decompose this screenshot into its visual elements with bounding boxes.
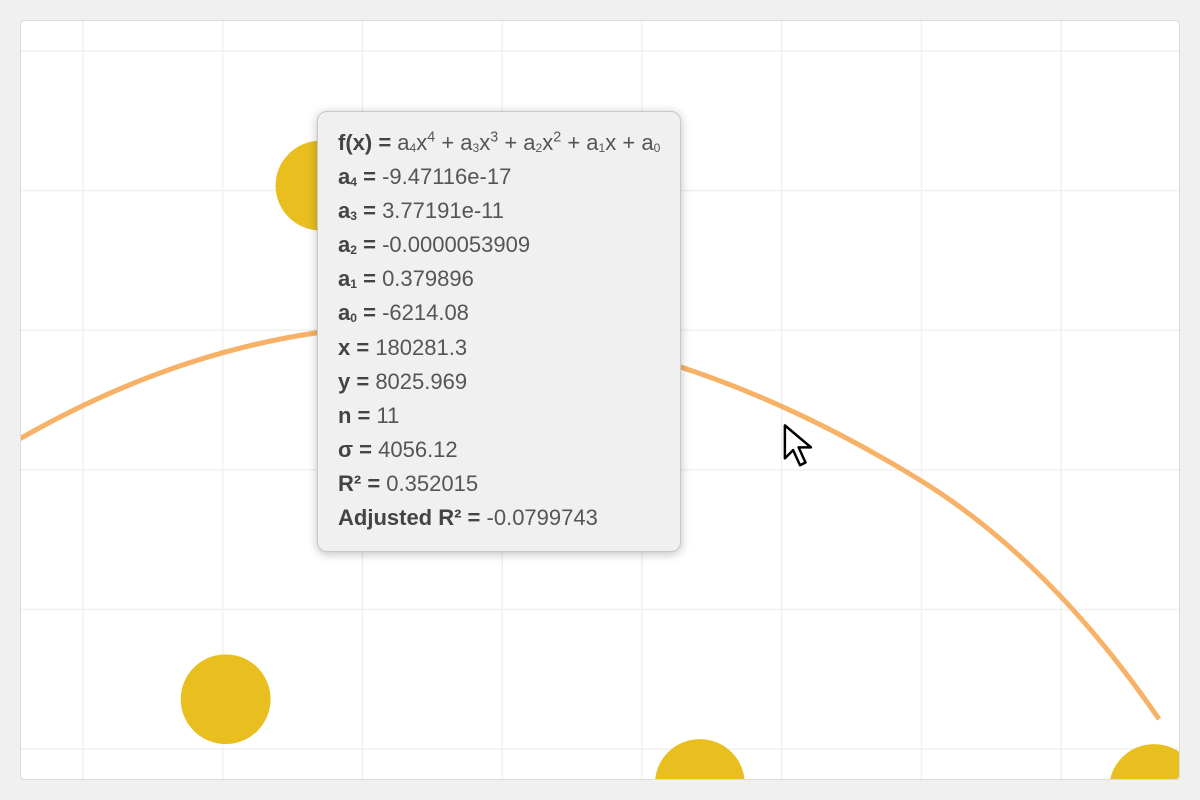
tooltip-row-value: -9.47116e-17 xyxy=(382,164,511,189)
tooltip-row-label: Adjusted R² = xyxy=(338,505,487,530)
tooltip-row-label: a1 = xyxy=(338,266,382,291)
tooltip-row: a1 = 0.379896 xyxy=(338,262,660,296)
tooltip-row-value: 8025.969 xyxy=(375,369,467,394)
tooltip-row-label: a3 = xyxy=(338,198,382,223)
data-point[interactable] xyxy=(181,654,271,744)
tooltip-row-label: n = xyxy=(338,403,377,428)
tooltip-row-value: -0.0799743 xyxy=(487,505,598,530)
tooltip-row-label: a0 = xyxy=(338,300,382,325)
tooltip-row: Adjusted R² = -0.0799743 xyxy=(338,501,660,535)
tooltip-row: R² = 0.352015 xyxy=(338,467,660,501)
regression-tooltip: f(x) = a4x4 + a3x3 + a2x2 + a1x + a0 a4 … xyxy=(317,111,681,552)
formula-body: a4x4 + a3x3 + a2x2 + a1x + a0 xyxy=(397,130,660,155)
tooltip-row-value: 11 xyxy=(377,403,400,428)
formula-label: f(x) = xyxy=(338,130,397,155)
tooltip-row-value: -6214.08 xyxy=(382,300,469,325)
tooltip-row-label: R² = xyxy=(338,471,386,496)
tooltip-row-value: -0.0000053909 xyxy=(382,232,530,257)
tooltip-row: x = 180281.3 xyxy=(338,331,660,365)
tooltip-row-label: x = xyxy=(338,335,375,360)
tooltip-row: y = 8025.969 xyxy=(338,365,660,399)
tooltip-row-value: 0.379896 xyxy=(382,266,474,291)
tooltip-formula: f(x) = a4x4 + a3x3 + a2x2 + a1x + a0 xyxy=(338,126,660,160)
tooltip-row: σ = 4056.12 xyxy=(338,433,660,467)
plot-canvas[interactable]: f(x) = a4x4 + a3x3 + a2x2 + a1x + a0 a4 … xyxy=(20,20,1180,780)
tooltip-row: a2 = -0.0000053909 xyxy=(338,228,660,262)
tooltip-row: a4 = -9.47116e-17 xyxy=(338,160,660,194)
tooltip-row-label: a4 = xyxy=(338,164,382,189)
data-point[interactable] xyxy=(655,739,745,779)
tooltip-row-label: σ = xyxy=(338,437,378,462)
tooltip-row-label: y = xyxy=(338,369,375,394)
tooltip-row: a3 = 3.77191e-11 xyxy=(338,194,660,228)
tooltip-row: a0 = -6214.08 xyxy=(338,296,660,330)
tooltip-row-value: 3.77191e-11 xyxy=(382,198,504,223)
tooltip-row-label: a2 = xyxy=(338,232,382,257)
tooltip-row: n = 11 xyxy=(338,399,660,433)
tooltip-row-value: 4056.12 xyxy=(378,437,458,462)
tooltip-row-value: 180281.3 xyxy=(375,335,467,360)
tooltip-row-value: 0.352015 xyxy=(386,471,478,496)
